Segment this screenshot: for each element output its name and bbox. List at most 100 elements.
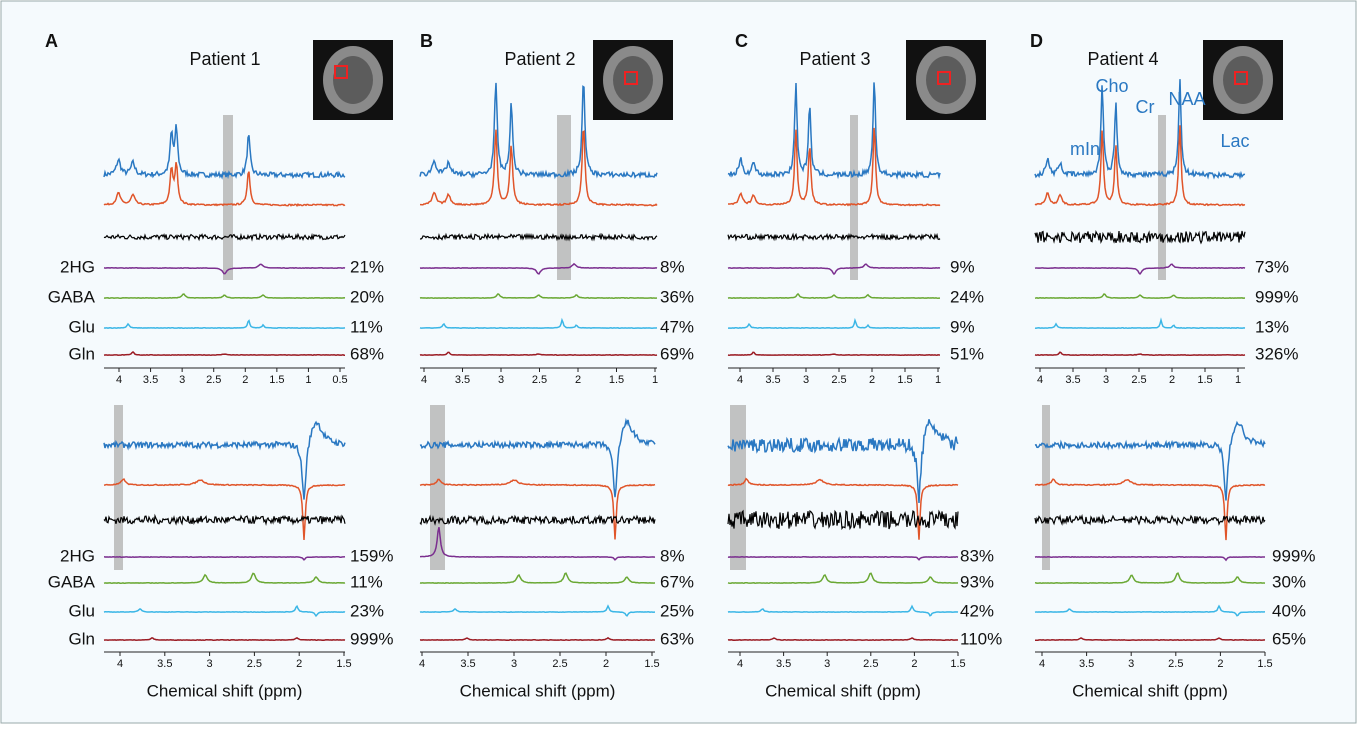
tick-label: 4 — [737, 658, 743, 670]
tick-label: 3 — [511, 658, 517, 670]
percent-label: 51% — [950, 344, 984, 363]
percent-label: 83% — [960, 546, 994, 565]
percent-label: 93% — [960, 572, 994, 591]
tick-label: 3 — [179, 374, 185, 386]
tick-label: 3.5 — [1065, 374, 1080, 386]
tick-label: 2 — [242, 374, 248, 386]
brain-inner — [1223, 56, 1263, 104]
tick-label: 3 — [1128, 658, 1134, 670]
tick-label: 4 — [1039, 658, 1045, 670]
tick-label: 1 — [935, 374, 941, 386]
panel-title: Patient 2 — [504, 49, 575, 69]
percent-label: 23% — [350, 601, 384, 620]
percent-label: 9% — [950, 317, 975, 336]
gray-band — [557, 115, 571, 280]
tick-label: 1.5 — [950, 658, 965, 670]
tick-label: 1.5 — [609, 374, 624, 386]
percent-label: 20% — [350, 287, 384, 306]
page: A Patient 1 21% 2HG 20% GABA 11% Glu 68% Gln 4 3.5 3… — [0, 0, 1357, 729]
tick-label: 1.5 — [1197, 374, 1212, 386]
brain-inner — [333, 56, 373, 104]
percent-label: 30% — [1272, 572, 1306, 591]
percent-label: 11% — [350, 317, 383, 336]
tick-label: 3.5 — [765, 374, 780, 386]
tick-label: 3.5 — [1079, 658, 1094, 670]
panel-title: Patient 1 — [189, 49, 260, 69]
tick-label: 1.5 — [1257, 658, 1272, 670]
panel-title: Patient 4 — [1087, 49, 1158, 69]
tick-label: 1 — [305, 374, 311, 386]
metabolite-label: 2HG — [60, 257, 95, 276]
percent-label: 36% — [660, 287, 694, 306]
tick-label: 3 — [498, 374, 504, 386]
tick-label: 1.5 — [897, 374, 912, 386]
tick-label: 3.5 — [157, 658, 172, 670]
panel-letter: A — [45, 31, 58, 51]
tick-label: 3.5 — [776, 658, 791, 670]
percent-label: 63% — [660, 629, 694, 648]
panel-letter: B — [420, 31, 433, 51]
percent-label: 999% — [1255, 287, 1298, 306]
tick-label: 2 — [603, 658, 609, 670]
tick-label: 3.5 — [143, 374, 158, 386]
peak-label: Cho — [1095, 76, 1128, 96]
percent-label: 8% — [660, 546, 685, 565]
percent-label: 40% — [1272, 601, 1306, 620]
percent-label: 68% — [350, 344, 384, 363]
peak-label: NAA — [1168, 89, 1205, 109]
percent-label: 47% — [660, 317, 694, 336]
tick-label: 2.5 — [1131, 374, 1146, 386]
percent-label: 73% — [1255, 257, 1289, 276]
panel-title: Patient 3 — [799, 49, 870, 69]
tick-label: 4 — [737, 374, 743, 386]
tick-label: 3 — [803, 374, 809, 386]
tick-label: 2.5 — [247, 658, 262, 670]
tick-label: 2.5 — [206, 374, 221, 386]
percent-label: 11% — [350, 572, 383, 591]
metabolite-label: Gln — [69, 344, 95, 363]
brain-inner — [926, 56, 966, 104]
percent-label: 21% — [350, 257, 384, 276]
tick-label: 1.5 — [644, 658, 659, 670]
tick-label: 2.5 — [552, 658, 567, 670]
tick-label: 3.5 — [460, 658, 475, 670]
x-axis-label: Chemical shift (ppm) — [1072, 681, 1228, 700]
metabolite-label: 2HG — [60, 546, 95, 565]
tick-label: 4 — [117, 658, 123, 670]
percent-label: 25% — [660, 601, 694, 620]
tick-label: 2 — [911, 658, 917, 670]
gray-band — [1042, 405, 1050, 570]
percent-label: 65% — [1272, 629, 1306, 648]
gray-band — [850, 115, 858, 280]
tick-label: 4 — [1037, 374, 1043, 386]
metabolite-label: GABA — [48, 572, 96, 591]
tick-label: 2 — [296, 658, 302, 670]
panel-letter: D — [1030, 31, 1043, 51]
gray-band — [730, 405, 746, 570]
brain-inner — [613, 56, 653, 104]
tick-label: 0.5 — [332, 374, 347, 386]
percent-label: 9% — [950, 257, 975, 276]
tick-label: 1.5 — [336, 658, 351, 670]
percent-label: 326% — [1255, 344, 1298, 363]
metabolite-label: Glu — [69, 601, 95, 620]
tick-label: 2.5 — [1168, 658, 1183, 670]
gray-band — [223, 115, 233, 280]
tick-label: 2.5 — [532, 374, 547, 386]
tick-label: 1.5 — [269, 374, 284, 386]
tick-label: 3 — [1103, 374, 1109, 386]
percent-label: 8% — [660, 257, 685, 276]
percent-label: 999% — [350, 629, 393, 648]
tick-label: 3 — [207, 658, 213, 670]
tick-label: 2 — [1217, 658, 1223, 670]
tick-label: 4 — [116, 374, 122, 386]
tick-label: 2 — [575, 374, 581, 386]
percent-label: 24% — [950, 287, 984, 306]
metabolite-label: Gln — [69, 629, 95, 648]
percent-label: 13% — [1255, 317, 1289, 336]
tick-label: 2 — [869, 374, 875, 386]
tick-label: 1 — [652, 374, 658, 386]
peak-label: mIn — [1070, 139, 1100, 159]
figure: A Patient 1 21% 2HG 20% GABA 11% Glu 68% Gln 4 3.5 3… — [0, 0, 1357, 724]
x-axis-label: Chemical shift (ppm) — [147, 681, 303, 700]
